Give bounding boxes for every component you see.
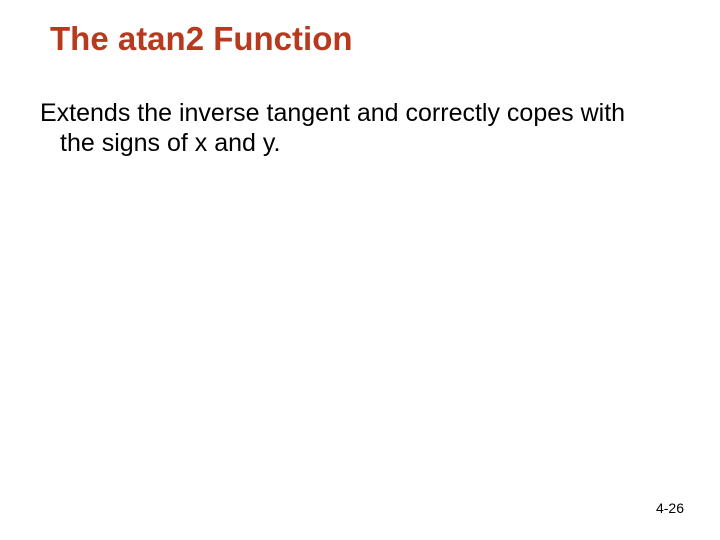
page-number: 4-26 bbox=[656, 500, 684, 516]
slide: The atan2 Function Extends the inverse t… bbox=[0, 0, 720, 540]
slide-body-text: Extends the inverse tangent and correctl… bbox=[40, 98, 640, 158]
slide-title: The atan2 Function bbox=[50, 20, 670, 58]
